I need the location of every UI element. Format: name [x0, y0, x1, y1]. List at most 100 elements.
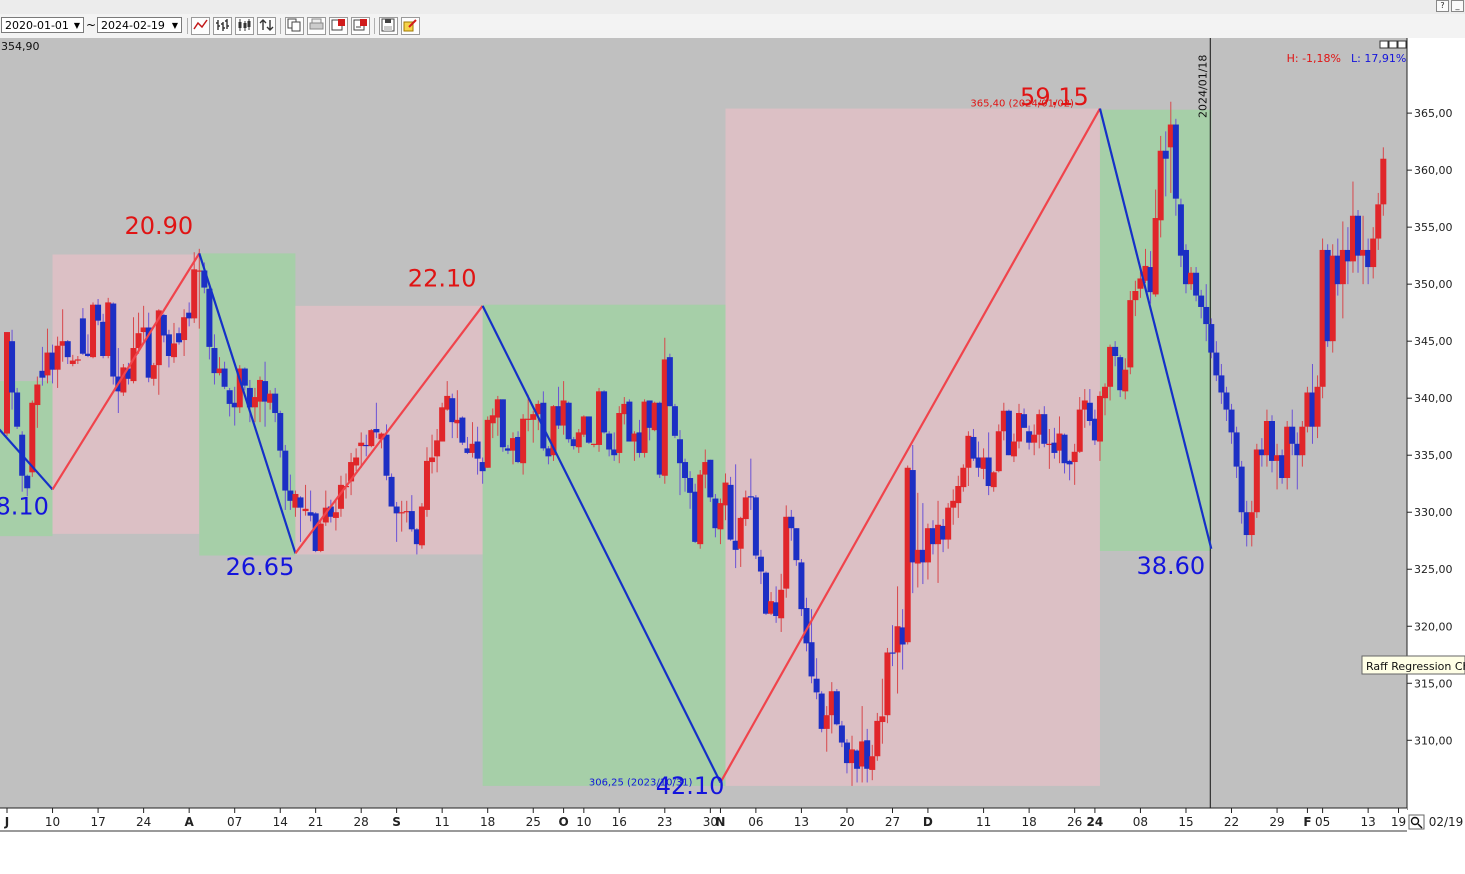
end-date-select[interactable]: 2024-02-19 ▼ [97, 17, 182, 33]
candle-body [1091, 418, 1098, 441]
candle-body [960, 467, 967, 488]
candle-body [788, 516, 795, 529]
candle-body [307, 512, 314, 516]
candle-body [813, 678, 820, 693]
candle-body [828, 691, 835, 716]
candle-body [1263, 421, 1270, 456]
arrows-button[interactable] [257, 17, 276, 35]
x-tick-label: 14 [273, 815, 288, 829]
candle-body [1152, 218, 1159, 295]
candle-body [504, 448, 511, 451]
zoom-icon-handle [1417, 823, 1423, 829]
print-button[interactable] [307, 17, 326, 35]
low-point-label: 306,25 (2023/10/31) [589, 777, 693, 788]
candle-body [302, 508, 309, 512]
x-tick-label: 13 [794, 815, 809, 829]
edit-button[interactable] [401, 17, 420, 35]
copy-button[interactable] [285, 17, 304, 35]
candle-body [803, 608, 810, 644]
candle-body [611, 449, 618, 456]
pivot-label: 22.10 [408, 264, 477, 292]
candle-body [1269, 421, 1275, 461]
candle-body [1046, 443, 1053, 446]
candle-body [768, 601, 775, 614]
y-tick-label: 335,00 [1414, 449, 1453, 462]
candle-body [186, 312, 193, 319]
candle-body [798, 562, 805, 610]
candle-body [1339, 249, 1346, 285]
candle-body [292, 493, 299, 508]
candle-body [1112, 346, 1119, 357]
save-button[interactable] [379, 17, 398, 35]
candle-body [904, 467, 911, 643]
candle-body [990, 472, 997, 488]
candle-body [646, 400, 653, 428]
candle-body [879, 716, 886, 723]
mini-button-d[interactable] [1388, 40, 1398, 49]
candle-body [545, 448, 552, 457]
candle-body [676, 439, 683, 464]
candle-body [1349, 215, 1356, 262]
candle-body [79, 318, 86, 354]
candle-body [1299, 426, 1306, 456]
x-tick-label: 13 [1360, 815, 1375, 829]
candle-body [1188, 272, 1195, 285]
low-percent: L: 17,91% [1351, 52, 1406, 65]
candle-body [580, 416, 587, 435]
candle-body [1344, 249, 1351, 262]
candle-body [267, 393, 274, 403]
candle-body [1319, 249, 1326, 387]
candle-body [373, 428, 380, 433]
candle-body [692, 491, 699, 542]
x-axis: J 10 17 24 A 07 14 21 28 S 11 18 25 O 10 16 23 30N 06 13 20 2… [4, 808, 1406, 829]
candle-body [363, 444, 370, 447]
zoom-icon [1410, 816, 1420, 826]
candle-body [732, 540, 739, 550]
minimize-button[interactable]: _ [1451, 0, 1464, 12]
candle-body [95, 304, 102, 321]
chart-mini-buttons[interactable] [1379, 40, 1407, 49]
export-button[interactable] [329, 17, 348, 35]
candle-body [474, 441, 481, 459]
candle-body [1051, 442, 1058, 453]
x-tick-label: 17 [90, 815, 105, 829]
candle-body [74, 359, 81, 361]
candle-body [1228, 409, 1235, 433]
x-tick-label: 16 [612, 815, 627, 829]
candle-body [773, 602, 780, 616]
candle-body [596, 391, 603, 445]
help-button[interactable]: ? [1436, 0, 1449, 12]
candle-chart-button[interactable] [235, 17, 254, 35]
candle-body [9, 341, 16, 393]
candle-body [530, 414, 537, 420]
candle-body [135, 333, 142, 349]
candle-body [849, 749, 856, 764]
candle-body [368, 430, 375, 447]
mini-button-n[interactable] [1379, 40, 1389, 49]
zigzag-labels: 8.10 20.90 26.65 22.10 42.10 59.15 38.60 [0, 83, 1205, 800]
bar-chart-button[interactable] [213, 17, 232, 35]
candle-body [651, 402, 658, 431]
candle-body [353, 457, 360, 466]
x-tick-label: 21 [308, 815, 323, 829]
candle-body [843, 742, 850, 764]
candle-body [838, 725, 845, 743]
high-point-label: 365,40 (2024/01/02) [970, 99, 1074, 110]
x-tick-label: 07 [227, 815, 242, 829]
candle-body [378, 433, 385, 440]
toolbar-divider [374, 18, 375, 34]
x-tick-label: 25 [526, 815, 541, 829]
y-tick-label: 330,00 [1414, 506, 1453, 519]
settings-button[interactable] [351, 17, 370, 35]
x-tick-label: 18 [1021, 815, 1036, 829]
line-chart-button[interactable] [191, 17, 210, 35]
candle-body [1360, 249, 1367, 256]
candle-body [1157, 150, 1164, 221]
candle-body [105, 302, 112, 357]
start-date-select[interactable]: 2020-01-01 ▼ [1, 17, 84, 33]
candle-body [1177, 204, 1184, 256]
y-tick-label: 320,00 [1414, 620, 1453, 633]
toolbar-divider [280, 18, 281, 34]
mini-button-dropdown[interactable] [1397, 40, 1407, 49]
candle-body [332, 512, 339, 518]
